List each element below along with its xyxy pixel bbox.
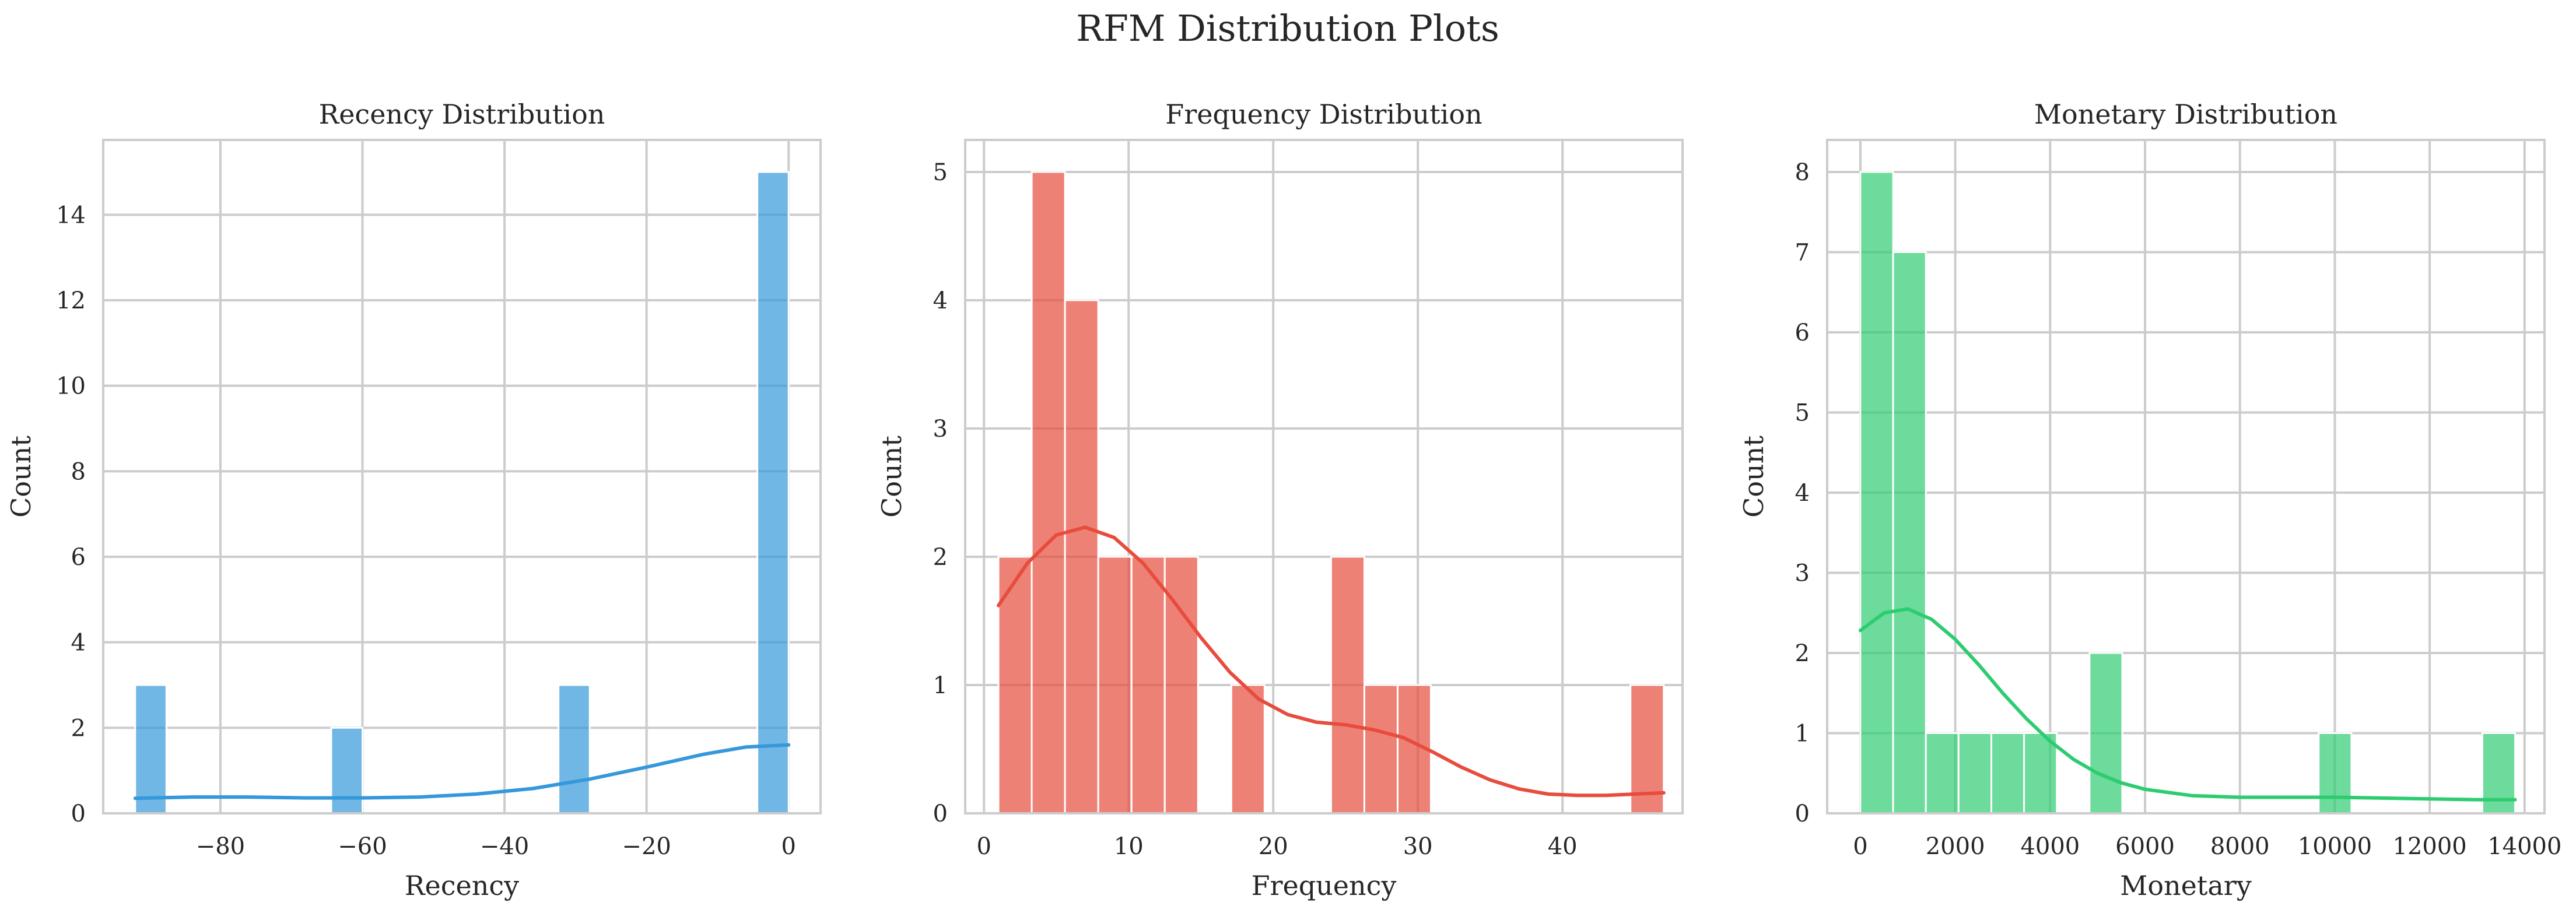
monetary-histogram-panel: 0 2000 4000 6000 8000 10000 12000 14000 0 1 2 3 4 5 6 7… [1738,99,2561,901]
recency-axes-frame [102,139,822,814]
recency-y-axis-label: Count [5,436,37,518]
recency-x-tick-label: 0 [781,833,795,860]
monetary-y-tick-label: 7 [1795,240,1810,266]
recency-histogram-panel: −80 −60 −40 −20 0 0 2 4 6 8 10 12 14 Recency Distribu… [5,99,822,901]
monetary-y-tick-label: 2 [1795,640,1810,667]
frequency-kde-line [997,525,1666,798]
frequency-x-tick-label: 30 [1403,833,1433,860]
frequency-bar [1230,684,1266,814]
recency-kde-line [133,743,791,800]
monetary-bar [1892,251,1927,814]
monetary-y-tick-label: 0 [1795,800,1810,827]
monetary-bar [1957,732,1992,814]
recency-bar [756,171,790,814]
frequency-axes-frame [964,139,1684,814]
monetary-bar [2023,732,2058,814]
monetary-y-tick-label: 5 [1795,400,1810,427]
monetary-x-tick-label: 2000 [1926,833,1985,860]
recency-x-tick-label: −80 [196,833,245,860]
frequency-y-tick-label: 5 [933,159,948,186]
frequency-y-tick-label: 0 [933,800,948,827]
monetary-y-tick-label: 8 [1795,159,1810,186]
frequency-bar [1064,299,1099,814]
monetary-bar [2318,732,2353,814]
frequency-y-tick-label: 4 [933,287,948,314]
recency-y-tick-label: 12 [56,287,86,314]
frequency-x-tick-label: 40 [1548,833,1578,860]
recency-x-tick-label: −40 [480,833,529,860]
frequency-bar [1363,684,1399,814]
monetary-x-tick-label: 14000 [2487,833,2561,860]
recency-y-tick-label: 8 [71,458,86,485]
monetary-y-tick-label: 4 [1795,480,1810,507]
frequency-x-tick-label: 10 [1114,833,1144,860]
recency-y-tick-label: 4 [71,630,86,656]
recency-y-tick-label: 2 [71,715,86,742]
frequency-bar [1097,556,1133,814]
monetary-x-tick-label: 10000 [2298,833,2372,860]
recency-y-tick-label: 10 [56,373,86,400]
monetary-kde-line [1858,607,2517,802]
frequency-panel-title: Frequency Distribution [1165,99,1482,130]
figure-title: RFM Distribution Plots [1076,7,1499,50]
recency-bar [558,684,591,814]
frequency-y-axis-label: Count [876,436,907,518]
monetary-bar [1859,171,1894,814]
monetary-y-tick-label: 3 [1795,560,1810,587]
recency-x-tick-label: −60 [338,833,387,860]
recency-y-tick-label: 0 [71,800,86,827]
recency-bar [134,684,167,814]
frequency-bar [1031,171,1066,814]
recency-x-tick-label: −20 [622,833,671,860]
monetary-x-tick-label: 12000 [2393,833,2467,860]
recency-panel-title: Recency Distribution [319,99,605,130]
monetary-panel-title: Monetary Distribution [2034,99,2337,130]
monetary-y-axis-label: Count [1738,436,1769,518]
monetary-x-tick-label: 8000 [2210,833,2270,860]
monetary-y-tick-label: 1 [1795,721,1810,747]
monetary-x-tick-label: 4000 [2020,833,2080,860]
frequency-y-tick-label: 2 [933,544,948,571]
frequency-y-tick-label: 3 [933,416,948,443]
frequency-y-tick-label: 1 [933,672,948,699]
frequency-bar [1130,556,1166,814]
monetary-bar [1925,732,1960,814]
recency-x-axis-label: Recency [405,870,519,901]
recency-bar [330,726,364,814]
monetary-axes-frame [1826,139,2546,814]
monetary-x-tick-label: 6000 [2115,833,2175,860]
frequency-x-tick-label: 0 [977,833,991,860]
frequency-histogram-panel: 0 10 20 30 40 0 1 2 3 4 5 Frequency Distribution Fre… [876,99,1684,901]
monetary-bar [2088,652,2123,814]
frequency-x-axis-label: Frequency [1252,870,1397,901]
monetary-x-tick-label: 0 [1853,833,1867,860]
frequency-x-tick-label: 20 [1259,833,1288,860]
frequency-bar [1330,556,1365,814]
monetary-bar [1990,732,2025,814]
monetary-y-tick-label: 6 [1795,319,1810,346]
recency-y-tick-label: 14 [56,202,86,229]
recency-y-tick-label: 6 [71,544,86,571]
monetary-x-axis-label: Monetary [2120,870,2252,901]
